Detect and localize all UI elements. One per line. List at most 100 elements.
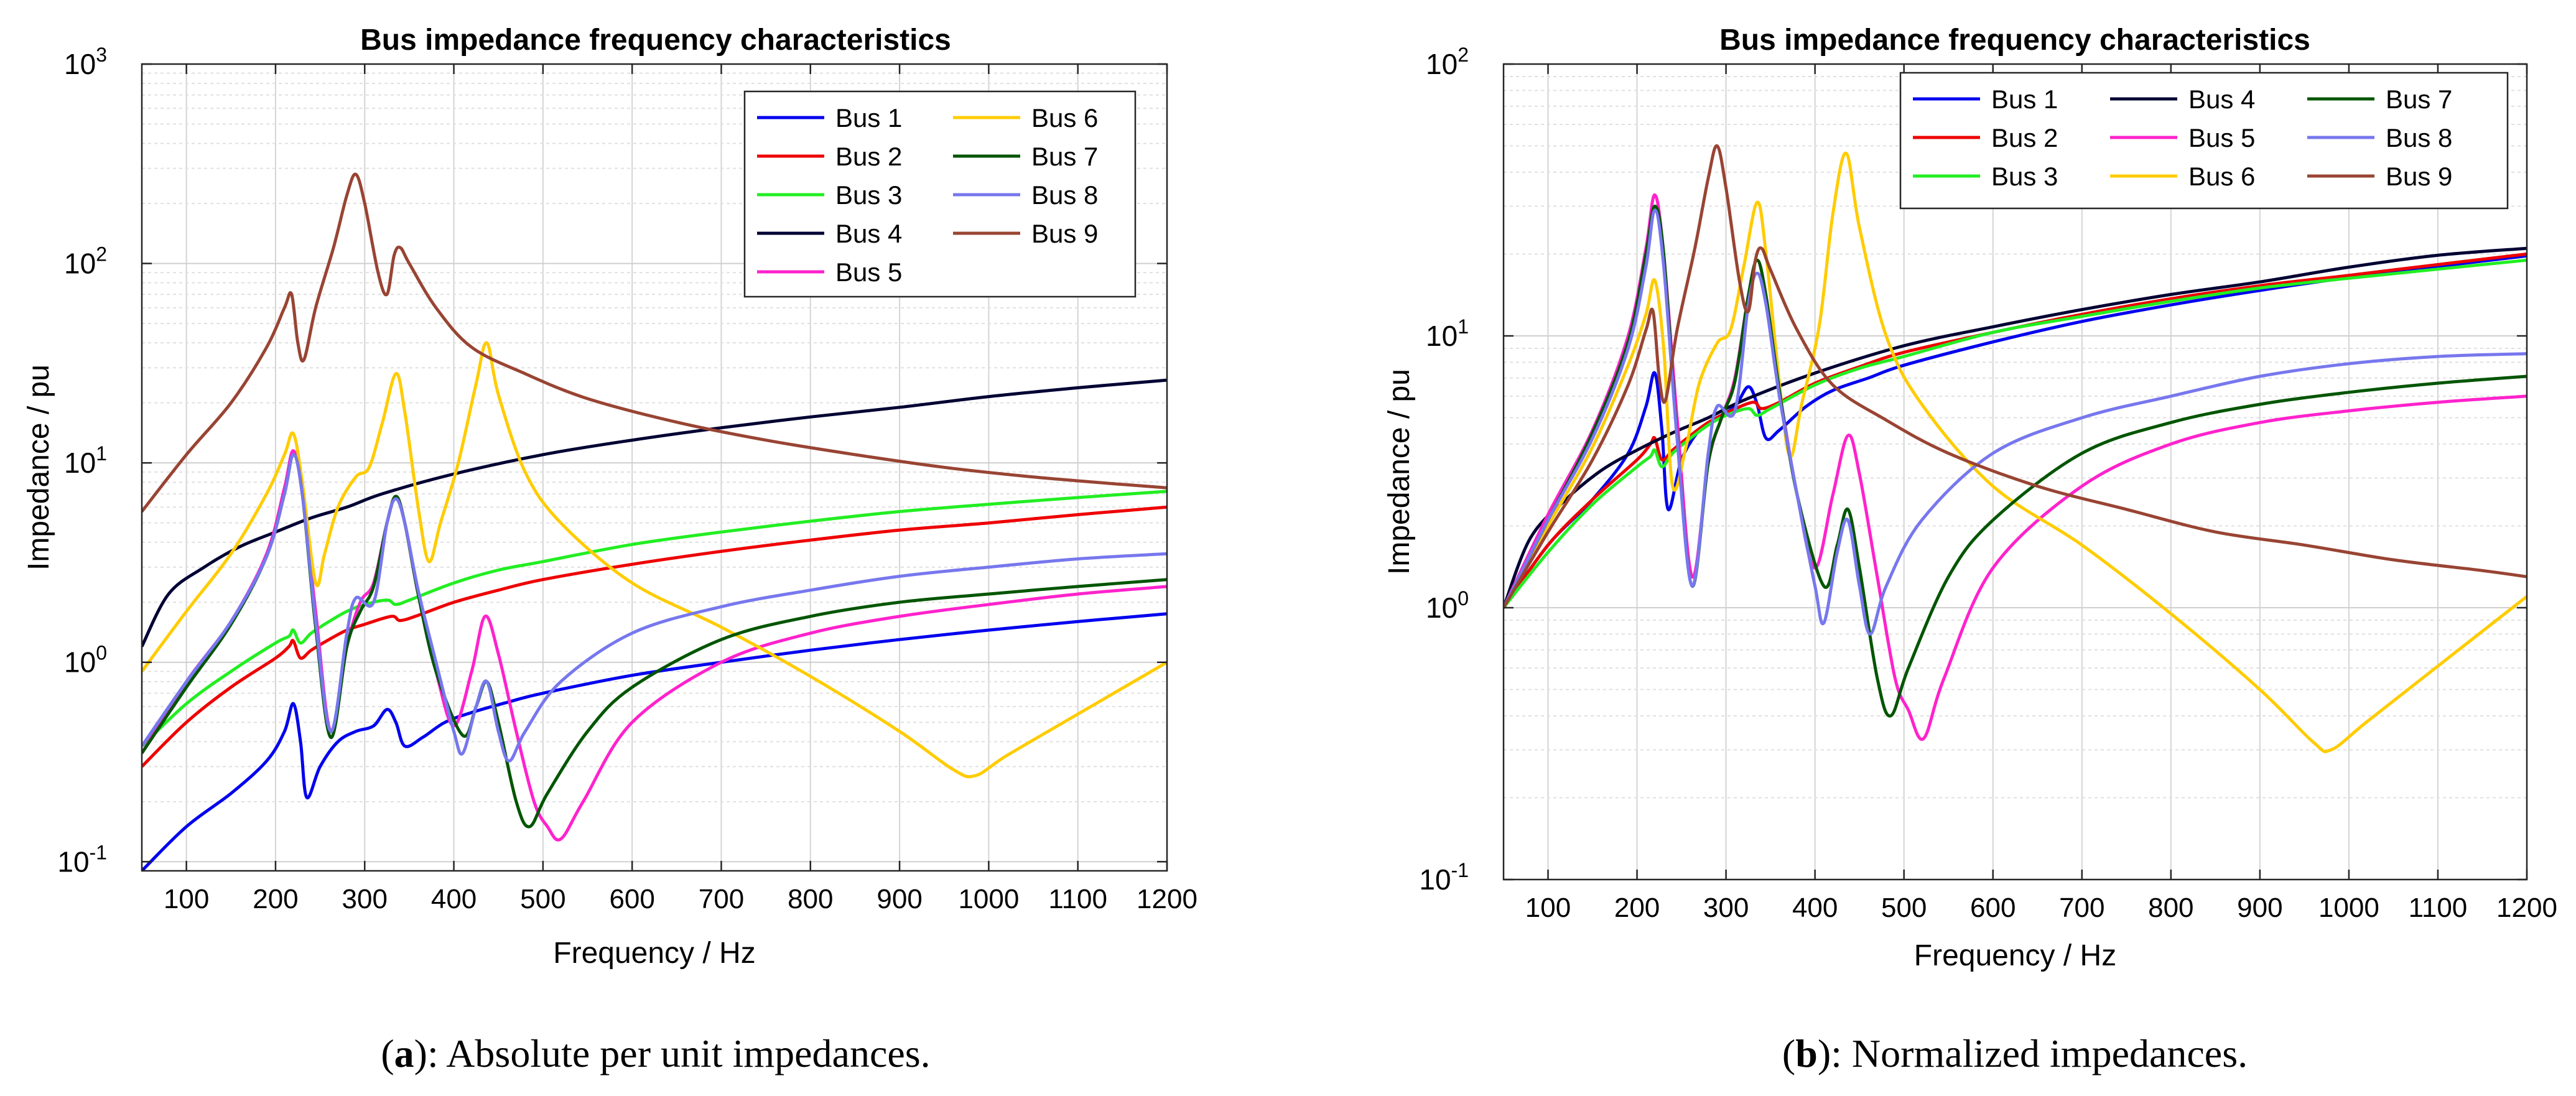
chart-a-caption-letter: a [394, 1031, 414, 1075]
chart-b-title: Bus impedance frequency characteristics [1719, 24, 2310, 57]
chart-a-legend-item: Bus 3 [757, 180, 902, 210]
chart-b-legend-item: Bus 5 [2110, 123, 2255, 152]
chart-a-series-line-bus-3 [142, 490, 1167, 748]
chart-b-x-tick-label: 300 [1703, 893, 1749, 923]
chart-b-legend-label: Bus 8 [2386, 123, 2452, 152]
chart-b-series [1504, 144, 2527, 753]
chart-a-legend-item: Bus 2 [757, 142, 902, 171]
chart-b-series-line-bus-1 [1504, 254, 2527, 609]
chart-a-x-tick-label: 900 [876, 884, 922, 914]
chart-b-legend: Bus 1 Bus 2 Bus 3 Bus 4 Bus 5 Bus 6 Bus 7 Bus 8… [1899, 72, 2509, 210]
chart-b-y-tick-label: 100 [1426, 587, 1469, 624]
chart-a-legend-item: Bus 5 [757, 258, 902, 287]
chart-a-axes-box [141, 63, 1168, 872]
chart-a-y-tick-label-base: 10 [64, 646, 96, 679]
chart-b-caption-open-paren: ( [1782, 1031, 1795, 1075]
chart-b-series-line-bus-6 [1504, 151, 2527, 753]
chart-b-x-tick-label: 800 [2148, 893, 2193, 923]
chart-a-legend-label: Bus 4 [835, 219, 902, 248]
chart-b-y-tick-label: 101 [1426, 315, 1469, 352]
chart-b-y-tick-label-base: 10 [1419, 863, 1451, 896]
chart-a-series-line-bus-6 [142, 341, 1167, 779]
chart-b-legend-item: Bus 3 [1913, 162, 2058, 191]
chart-b-series-line-bus-3 [1504, 258, 2527, 609]
chart-b-x-tick-label: 900 [2237, 893, 2282, 923]
chart-a-caption-close-paren: ) [414, 1031, 427, 1075]
chart-a-y-tick-label-exponent: 3 [96, 44, 107, 66]
chart-b-caption-letter: b [1795, 1031, 1818, 1075]
chart-a-x-axis-label: Frequency / Hz [553, 937, 755, 970]
chart-b-y-tick-label-exponent: 1 [1458, 315, 1469, 338]
chart-b-x-tick-label: 200 [1614, 893, 1660, 923]
chart-a-legend-label: Bus 9 [1031, 219, 1098, 248]
chart-a-x-tick-label: 400 [431, 884, 477, 914]
chart-a-y-tick-label: 10-1 [57, 841, 107, 878]
chart-b-axes-box [1502, 63, 2528, 881]
chart-b-legend-item: Bus 8 [2307, 123, 2452, 152]
chart-a-legend-label: Bus 1 [835, 103, 902, 132]
chart-b-y-tick-label-base: 10 [1426, 592, 1458, 624]
chart-a-series [142, 172, 1167, 871]
chart-b-x-axis-label: Frequency / Hz [1914, 939, 2116, 972]
chart-b-legend-label: Bus 1 [1991, 85, 2058, 114]
chart-a-y-tick-label-exponent: 1 [96, 442, 107, 465]
chart-b-x-tick-label: 400 [1792, 893, 1838, 923]
chart-a-caption-text: : Absolute per unit impedances. [427, 1031, 931, 1075]
chart-b-legend-label: Bus 3 [1991, 162, 2058, 191]
chart-b-x-tick-label: 600 [1970, 893, 2016, 923]
chart-b-y-tick-label: 102 [1426, 44, 1469, 80]
chart-a-legend-label: Bus 8 [1031, 180, 1098, 210]
chart-b-series-line-bus-9 [1504, 144, 2527, 609]
chart-b-x-tick-label: 100 [1525, 893, 1571, 923]
chart-b-legend-item: Bus 4 [2110, 85, 2255, 114]
chart-b-y-tick-label-exponent: -1 [1451, 859, 1469, 881]
chart-a-series-line-bus-4 [142, 378, 1167, 648]
chart-a-caption: (a): Absolute per unit impedances. [381, 1031, 930, 1075]
chart-b-y-tick-label-exponent: 0 [1458, 587, 1469, 610]
chart-a-series-line-bus-9 [142, 172, 1167, 513]
chart-a: 100 200 300 400 500 600 700 800 900 1000 1100 12001… [22, 24, 1197, 1075]
chart-a-legend-item: Bus 1 [757, 103, 902, 132]
chart-b-x-tick-label: 500 [1881, 893, 1927, 923]
chart-a-legend-label: Bus 6 [1031, 103, 1098, 132]
chart-b-x-tick-label: 1100 [2409, 893, 2468, 923]
chart-b-caption: (b): Normalized impedances. [1782, 1031, 2248, 1075]
chart-a-y-tick-label-base: 10 [57, 845, 89, 878]
chart-b-caption-close-paren: ) [1818, 1031, 1831, 1075]
chart-b-y-tick-label-base: 10 [1426, 48, 1458, 80]
chart-a-y-tick-label-base: 10 [64, 447, 96, 479]
chart-a-x-tick-label: 1200 [1137, 884, 1197, 914]
chart-a-legend-label: Bus 7 [1031, 142, 1098, 171]
chart-b-legend-label: Bus 2 [1991, 123, 2058, 152]
chart-a-y-tick-label-exponent: -1 [90, 841, 107, 863]
chart-a-x-tick-label: 600 [609, 884, 654, 914]
chart-a-y-tick-label-exponent: 2 [96, 243, 107, 266]
chart-a-legend-item: Bus 7 [953, 142, 1098, 171]
chart-b-y-tick-label-exponent: 2 [1458, 44, 1469, 66]
chart-b-legend-item: Bus 2 [1913, 123, 2058, 152]
chart-a-y-tick-label: 100 [64, 642, 107, 679]
chart-b-y-tick-label: 10-1 [1419, 859, 1469, 896]
chart-b-series-line-bus-4 [1504, 246, 2527, 608]
chart-a-x-tick-label: 500 [520, 884, 565, 914]
chart-a-x-tick-label: 200 [253, 884, 298, 914]
chart-a-x-tick-label: 1000 [958, 884, 1019, 914]
chart-a-title: Bus impedance frequency characteristics [360, 24, 951, 57]
chart-a-x-tick-label: 100 [164, 884, 209, 914]
chart-a-legend-item: Bus 6 [953, 103, 1098, 132]
chart-b-legend-item: Bus 9 [2307, 162, 2452, 191]
chart-b-legend-label: Bus 9 [2386, 162, 2452, 191]
chart-b-y-tick-label-base: 10 [1426, 320, 1458, 352]
chart-a-x-tick-label: 700 [699, 884, 744, 914]
chart-b-legend-item: Bus 6 [2110, 162, 2255, 191]
chart-a-legend-label: Bus 2 [835, 142, 902, 171]
chart-a-series-line-bus-2 [142, 505, 1167, 768]
chart-b-caption-text: : Normalized impedances. [1831, 1031, 2248, 1075]
chart-b-legend-item: Bus 7 [2307, 85, 2452, 114]
chart-a-legend-item: Bus 8 [953, 180, 1098, 210]
chart-b-y-axis-label: Impedance / pu [1383, 369, 1416, 575]
chart-a-series-line-bus-8 [142, 453, 1167, 763]
chart-a-legend-item: Bus 9 [953, 219, 1098, 248]
chart-a-x-tick-label: 300 [342, 884, 388, 914]
